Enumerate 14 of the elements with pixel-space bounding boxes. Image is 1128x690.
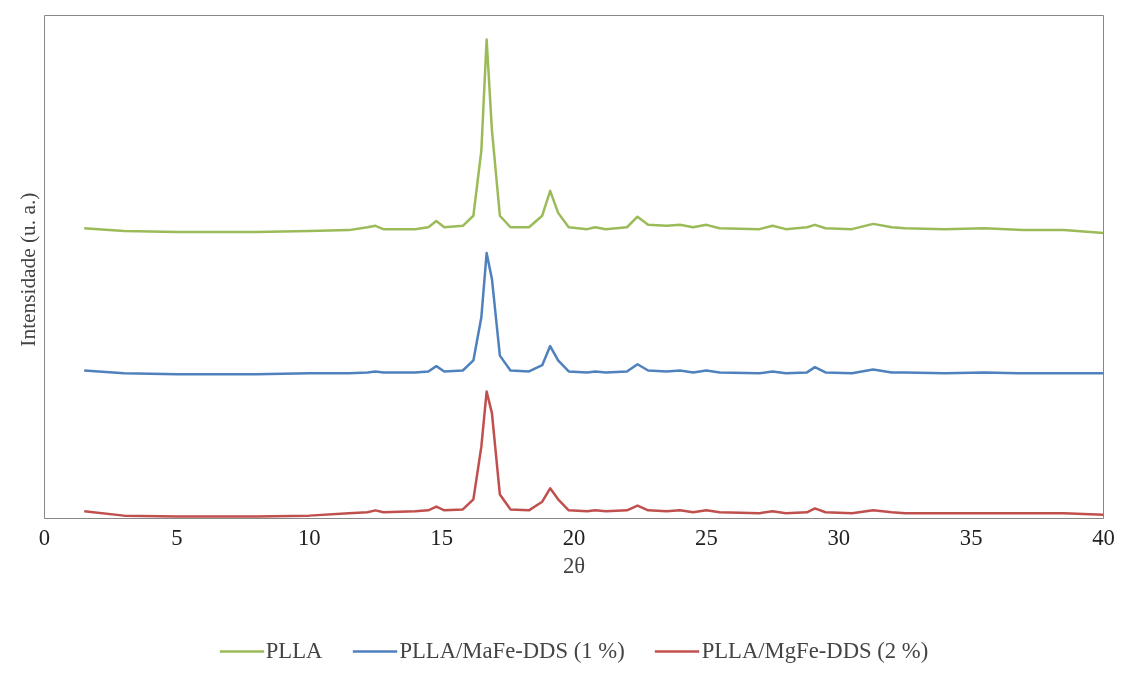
x-tick-label: 40 [1092,524,1115,550]
legend-label: PLLA/MgFe-DDS (2 %) [701,638,929,664]
y-axis-title: Intensidade (u. a.) [15,192,40,347]
x-tick-label: 25 [695,524,718,550]
x-tick-label: 35 [959,524,983,550]
x-axis-title: 2θ [562,552,586,578]
legend-label: PLLA/MaFe-DDS (1 %) [399,638,625,664]
x-tick-label: 10 [297,524,321,550]
x-tick-label: 15 [430,524,453,550]
x-tick-label: 5 [171,524,183,550]
x-tick-label: 0 [38,524,51,550]
legend-label: PLLA [265,638,323,664]
x-tick-label: 30 [827,524,851,550]
x-tick-label: 20 [562,524,586,550]
